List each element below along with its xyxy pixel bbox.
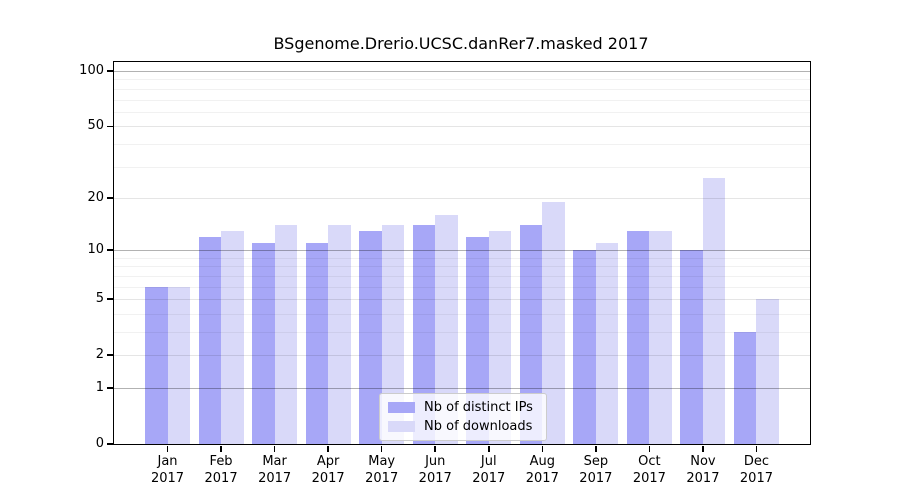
- x-tick-feb: [220, 445, 222, 452]
- x-tick-label-jun: Jun 2017: [403, 453, 467, 487]
- x-tick-jul: [488, 445, 490, 452]
- bar-downloads-apr: [328, 225, 351, 444]
- y-tick-label-2: 2: [95, 347, 104, 363]
- gridline-80: [114, 88, 810, 90]
- x-tick-year-sep: 2017: [579, 471, 613, 486]
- y-tick-1: [106, 387, 113, 389]
- x-tick-jun: [434, 445, 436, 452]
- bar-distinct-ips-jan: [145, 286, 168, 444]
- y-tick-100: [106, 70, 113, 72]
- y-tick-label-20: 20: [87, 189, 104, 205]
- bar-downloads-aug: [542, 201, 565, 444]
- bar-distinct-ips-aug: [519, 225, 543, 444]
- gridline-100: [114, 71, 810, 73]
- bar-distinct-ips-mar: [252, 243, 275, 444]
- bar-distinct-ips-jun: [412, 225, 436, 444]
- bar-downloads-oct: [649, 230, 672, 444]
- bar-distinct-ips-jul: [466, 236, 489, 444]
- x-tick-year-jan: 2017: [150, 471, 185, 486]
- bar-distinct-ips-apr: [305, 243, 329, 444]
- gridline-60: [114, 111, 810, 113]
- y-tick-label-1: 1: [95, 379, 104, 395]
- y-tick-50: [106, 125, 113, 128]
- plot-area: Nb of distinct IPs Nb of downloads 0 1 2 5 1…: [79, 61, 811, 486]
- y-tick-20: [106, 197, 113, 199]
- x-tick-may: [380, 445, 383, 452]
- x-tick-year-apr: 2017: [311, 471, 345, 486]
- x-tick-label-may: May 2017: [350, 453, 414, 487]
- bar-downloads-mar: [274, 225, 298, 444]
- bar-distinct-ips-nov: [680, 250, 703, 444]
- x-tick-year-may: 2017: [365, 471, 399, 486]
- x-tick-year-aug: 2017: [525, 471, 559, 486]
- x-tick-label-apr: Apr 2017: [296, 453, 360, 487]
- y-tick-2: [106, 354, 113, 356]
- x-tick-year-jul: 2017: [472, 471, 506, 486]
- bar-downloads-jun: [435, 215, 458, 444]
- y-tick-label-10: 10: [87, 242, 104, 258]
- legend-swatch-distinct-ips: [388, 402, 415, 413]
- bar-distinct-ips-dec: [733, 331, 757, 444]
- x-tick-label-jul: Jul 2017: [457, 453, 521, 487]
- y-tick-10: [106, 249, 113, 251]
- x-tick-label-jan: Jan 2017: [136, 453, 200, 487]
- x-tick-jan: [166, 445, 169, 452]
- x-tick-label-feb: Feb 2017: [189, 453, 253, 487]
- x-tick-dec: [755, 445, 758, 452]
- y-tick-label-5: 5: [95, 291, 104, 307]
- x-tick-label-mar: Mar 2017: [243, 453, 307, 487]
- bar-distinct-ips-feb: [198, 236, 222, 444]
- y-tick-5: [106, 298, 113, 300]
- x-tick-year-dec: 2017: [739, 471, 773, 486]
- bar-distinct-ips-may: [359, 230, 382, 444]
- x-tick-label-oct: Oct 2017: [617, 453, 681, 487]
- x-tick-aug: [541, 445, 544, 452]
- y-tick-label-50: 50: [87, 118, 104, 134]
- x-tick-year-oct: 2017: [632, 471, 666, 486]
- y-tick-label-100: 100: [79, 63, 104, 79]
- bar-downloads-sep: [595, 243, 619, 444]
- gridline-30: [114, 166, 810, 168]
- x-tick-label-dec: Dec 2017: [724, 453, 788, 487]
- bar-distinct-ips-sep: [573, 250, 596, 444]
- legend-item-distinct-ips: Nb of distinct IPs: [388, 400, 536, 415]
- legend-label-downloads: Nb of downloads: [424, 419, 533, 434]
- gridline-50: [114, 126, 810, 128]
- x-tick-year-jun: 2017: [418, 471, 452, 486]
- gridline-40: [114, 143, 810, 145]
- x-tick-label-nov: Nov 2017: [671, 453, 735, 487]
- y-tick-label-0: 0: [95, 436, 104, 451]
- bar-downloads-jul: [488, 230, 512, 444]
- bar-downloads-dec: [756, 299, 779, 444]
- x-tick-apr: [327, 445, 329, 452]
- x-tick-nov: [702, 445, 704, 452]
- chart-legend: Nb of distinct IPs Nb of downloads: [379, 393, 547, 441]
- chart-title: BSgenome.Drerio.UCSC.danRer7.masked 2017: [273, 34, 649, 53]
- bar-downloads-feb: [221, 230, 244, 444]
- x-tick-year-mar: 2017: [258, 471, 292, 486]
- x-tick-oct: [648, 445, 651, 452]
- bar-distinct-ips-oct: [626, 230, 650, 444]
- x-tick-sep: [595, 445, 597, 452]
- bar-downloads-nov: [702, 177, 726, 444]
- gridline-70: [114, 99, 810, 101]
- legend-label-distinct-ips: Nb of distinct IPs: [424, 400, 533, 415]
- x-tick-year-nov: 2017: [686, 471, 720, 486]
- x-tick-label-sep: Sep 2017: [564, 453, 628, 487]
- bar-downloads-jan: [167, 286, 191, 444]
- x-tick-label-aug: Aug 2017: [510, 453, 574, 487]
- legend-swatch-downloads: [388, 421, 415, 432]
- x-tick-year-feb: 2017: [204, 471, 238, 486]
- bar-downloads-may: [381, 225, 405, 444]
- y-tick-0: [106, 443, 113, 445]
- gridline-90: [114, 79, 810, 81]
- x-tick-mar: [273, 445, 276, 452]
- legend-item-downloads: Nb of downloads: [388, 419, 536, 434]
